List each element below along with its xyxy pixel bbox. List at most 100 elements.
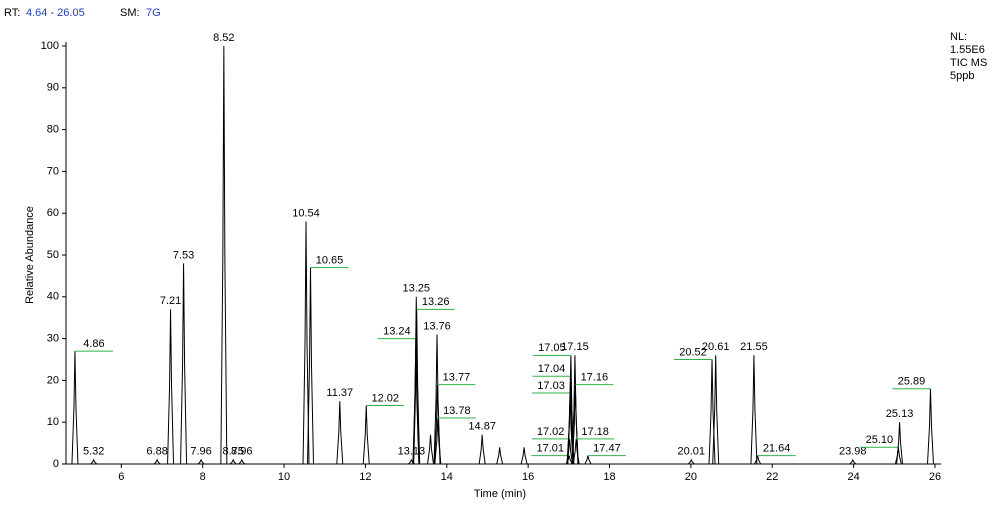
- peak-label: 8.96: [231, 446, 252, 458]
- peak: [302, 221, 310, 465]
- peak-label: 10.54: [292, 207, 320, 219]
- peak-label: 25.89: [898, 376, 926, 388]
- peak: [220, 45, 228, 465]
- y-tick-label: 0: [53, 458, 59, 470]
- peak-label: 17.15: [561, 341, 589, 353]
- peak: [167, 309, 175, 465]
- peak: [584, 455, 592, 465]
- y-tick-label: 60: [47, 207, 59, 219]
- x-tick-label: 6: [118, 471, 124, 483]
- peak: [849, 458, 857, 465]
- sm-label: SM:: [120, 7, 140, 19]
- peak-label: 8.52: [213, 32, 234, 44]
- y-tick-label: 70: [47, 165, 59, 177]
- peak-label: 20.01: [678, 446, 706, 458]
- peak: [197, 458, 205, 465]
- peak-label: 14.87: [468, 421, 496, 433]
- x-tick-label: 20: [685, 471, 697, 483]
- peak: [427, 434, 435, 465]
- y-axis-title: Relative Abundance: [24, 206, 36, 304]
- peak: [336, 401, 344, 465]
- x-tick-label: 26: [929, 471, 941, 483]
- rt-label: RT:: [4, 7, 20, 19]
- rt-range: 4.64 - 26.05: [26, 7, 85, 19]
- peak-label: 17.01: [536, 443, 564, 455]
- y-tick-label: 30: [47, 333, 59, 345]
- x-tick-label: 22: [766, 471, 778, 483]
- peak-label: 17.04: [538, 363, 566, 375]
- peak-label: 6.88: [146, 446, 167, 458]
- peak: [180, 263, 188, 465]
- peak: [478, 434, 486, 465]
- peak-label: 25.10: [866, 434, 894, 446]
- y-tick-label: 50: [47, 249, 59, 261]
- note: 1.55E6: [950, 44, 985, 56]
- peak-label: 7.53: [173, 249, 194, 261]
- peak: [238, 458, 246, 465]
- y-tick-label: 90: [47, 82, 59, 94]
- y-tick-label: 100: [41, 40, 59, 52]
- peak-label: 10.65: [316, 254, 344, 266]
- x-tick-label: 12: [359, 471, 371, 483]
- x-tick-label: 14: [441, 471, 453, 483]
- peak-label: 21.55: [740, 341, 768, 353]
- sm-value: 7G: [146, 7, 161, 19]
- x-tick-label: 18: [603, 471, 615, 483]
- peak-label: 17.02: [537, 426, 565, 438]
- peak-label: 17.18: [581, 426, 609, 438]
- peak-label: 5.32: [83, 446, 104, 458]
- y-tick-label: 80: [47, 124, 59, 136]
- note: TIC MS: [950, 57, 987, 69]
- y-tick-label: 40: [47, 291, 59, 303]
- y-tick-label: 20: [47, 374, 59, 386]
- peak-label: 20.52: [679, 346, 707, 358]
- peak: [687, 458, 695, 465]
- peak-label: 23.98: [839, 446, 867, 458]
- x-tick-label: 8: [200, 471, 206, 483]
- peak-label: 13.25: [403, 283, 431, 295]
- peak: [750, 355, 758, 465]
- peak-label: 17.05: [538, 342, 566, 354]
- x-tick-label: 16: [522, 471, 534, 483]
- peak-label: 13.13: [398, 446, 426, 458]
- x-axis-title: Time (min): [474, 488, 526, 500]
- peak: [896, 422, 904, 465]
- peak-label: 13.76: [423, 320, 451, 332]
- peak-label: 17.47: [593, 443, 621, 455]
- peak-label: 13.78: [443, 405, 471, 417]
- peak-label: 25.13: [886, 408, 914, 420]
- x-tick-label: 10: [278, 471, 290, 483]
- peak: [712, 355, 720, 465]
- peak: [754, 455, 762, 465]
- peak-label: 13.24: [383, 326, 411, 338]
- peak: [90, 458, 98, 465]
- peak: [496, 447, 504, 465]
- y-tick-label: 10: [47, 416, 59, 428]
- note: NL:: [950, 31, 967, 43]
- peak: [153, 458, 161, 465]
- peak-label: 4.86: [83, 338, 104, 350]
- peak-label: 8.75: [222, 446, 243, 458]
- peak-label: 17.03: [537, 380, 565, 392]
- peak: [229, 458, 237, 465]
- peak: [71, 351, 79, 465]
- peak: [926, 388, 934, 465]
- x-tick-label: 24: [847, 471, 859, 483]
- peak-label: 13.77: [443, 371, 471, 383]
- peak-label: 20.61: [702, 341, 730, 353]
- peak-label: 12.02: [371, 392, 399, 404]
- peak: [520, 447, 528, 465]
- note: 5ppb: [950, 70, 974, 82]
- peak-label: 13.26: [422, 296, 450, 308]
- peak-label: 7.96: [190, 446, 211, 458]
- peak-label: 17.16: [581, 371, 609, 383]
- peak: [306, 267, 314, 465]
- peak: [413, 309, 421, 465]
- peak-label: 7.21: [160, 295, 181, 307]
- peak: [572, 438, 580, 465]
- peak-label: 21.64: [763, 443, 791, 455]
- peak-label: 11.37: [326, 387, 353, 399]
- peak: [362, 405, 370, 465]
